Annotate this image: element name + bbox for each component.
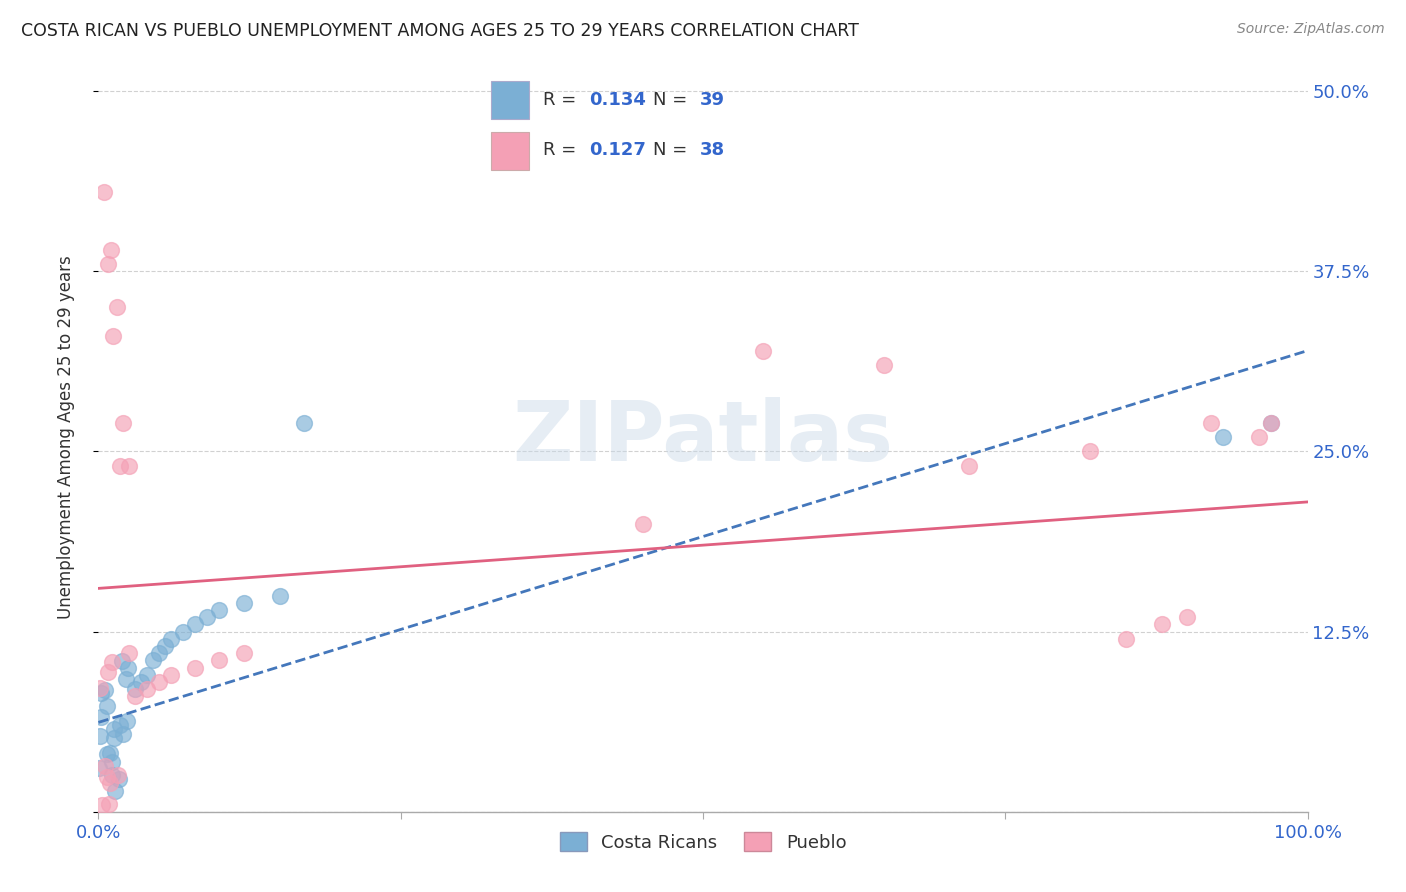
Point <box>104 783 127 797</box>
Point <box>101 329 124 343</box>
Point <box>1152 617 1174 632</box>
Point <box>89 761 111 775</box>
Text: COSTA RICAN VS PUEBLO UNEMPLOYMENT AMONG AGES 25 TO 29 YEARS CORRELATION CHART: COSTA RICAN VS PUEBLO UNEMPLOYMENT AMONG… <box>21 22 859 40</box>
Point <box>117 660 139 674</box>
Point <box>148 675 170 690</box>
Point <box>111 416 134 430</box>
Point <box>1199 416 1222 430</box>
Text: Source: ZipAtlas.com: Source: ZipAtlas.com <box>1237 22 1385 37</box>
Point <box>124 682 146 697</box>
Point <box>108 772 131 787</box>
Point <box>1175 610 1198 624</box>
Point <box>135 668 157 682</box>
Point <box>118 458 141 473</box>
Legend: Costa Ricans, Pueblo: Costa Ricans, Pueblo <box>553 825 853 859</box>
Point <box>873 358 896 372</box>
Point <box>1212 430 1234 444</box>
Point <box>103 731 125 745</box>
Point <box>124 690 146 704</box>
Point <box>153 639 176 653</box>
Text: ZIPatlas: ZIPatlas <box>513 397 893 477</box>
Point <box>98 746 121 760</box>
Point <box>160 632 183 646</box>
Point <box>135 682 157 697</box>
Point <box>108 458 131 473</box>
Point <box>148 646 170 660</box>
Point <box>208 653 231 667</box>
Point <box>98 797 121 811</box>
Point <box>103 722 125 736</box>
Point <box>91 797 114 812</box>
Point <box>96 770 118 784</box>
Point <box>94 682 117 697</box>
Point <box>97 665 120 680</box>
Point <box>232 596 254 610</box>
Point <box>100 655 122 669</box>
Point <box>110 718 132 732</box>
Point <box>957 458 980 473</box>
Point <box>93 185 115 199</box>
Point <box>1249 430 1271 444</box>
Point <box>1115 632 1137 646</box>
Point <box>195 610 218 624</box>
Point <box>90 686 112 700</box>
Point <box>98 776 121 790</box>
Point <box>232 646 254 660</box>
Point <box>115 714 138 728</box>
Point <box>208 603 231 617</box>
Point <box>184 660 207 674</box>
Point <box>172 624 194 639</box>
Point <box>269 589 291 603</box>
Point <box>90 709 112 723</box>
Point <box>184 617 207 632</box>
Point <box>111 727 134 741</box>
Point <box>94 759 117 773</box>
Point <box>1260 416 1282 430</box>
Point <box>111 654 134 668</box>
Point <box>97 257 120 271</box>
Point <box>115 672 138 686</box>
Point <box>1078 444 1101 458</box>
Point <box>292 416 315 430</box>
Point <box>100 768 122 782</box>
Point <box>96 698 118 713</box>
Point <box>118 646 141 660</box>
Point <box>631 516 654 531</box>
Point <box>89 681 111 695</box>
Point <box>101 755 124 769</box>
Point <box>89 729 111 743</box>
Point <box>129 675 152 690</box>
Point <box>160 668 183 682</box>
Point <box>752 343 775 358</box>
Point <box>105 301 128 315</box>
Point <box>100 243 122 257</box>
Point <box>1260 416 1282 430</box>
Point <box>107 768 129 782</box>
Y-axis label: Unemployment Among Ages 25 to 29 years: Unemployment Among Ages 25 to 29 years <box>56 255 75 619</box>
Point <box>96 747 118 761</box>
Point <box>142 653 165 667</box>
